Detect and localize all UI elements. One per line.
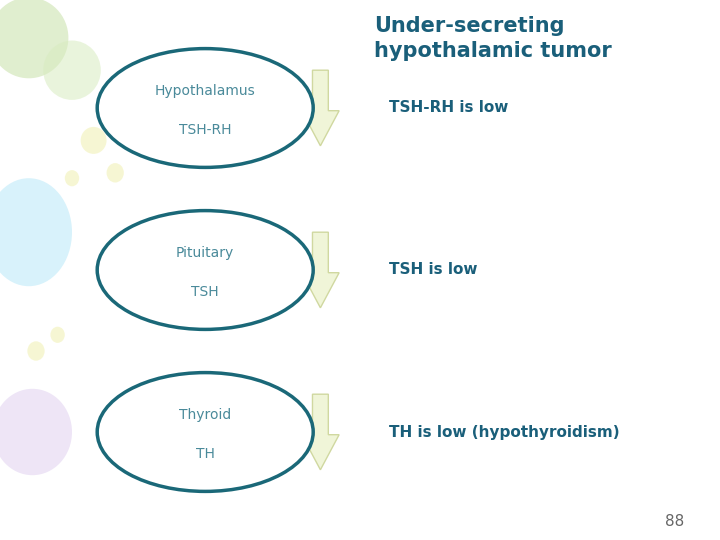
Ellipse shape xyxy=(43,40,101,100)
Ellipse shape xyxy=(65,170,79,186)
Text: Under-secreting
hypothalamic tumor: Under-secreting hypothalamic tumor xyxy=(374,16,612,61)
Text: TSH-RH: TSH-RH xyxy=(179,123,231,137)
Ellipse shape xyxy=(97,211,313,329)
Text: TH is low (hypothyroidism): TH is low (hypothyroidism) xyxy=(389,424,619,440)
Ellipse shape xyxy=(0,389,72,475)
Text: Pituitary: Pituitary xyxy=(176,246,234,260)
Polygon shape xyxy=(302,232,339,308)
Ellipse shape xyxy=(107,163,124,183)
Text: Hypothalamus: Hypothalamus xyxy=(155,84,256,98)
Ellipse shape xyxy=(97,49,313,167)
Text: TSH is low: TSH is low xyxy=(389,262,477,278)
Ellipse shape xyxy=(0,0,68,78)
Ellipse shape xyxy=(81,127,107,154)
Text: TSH-RH is low: TSH-RH is low xyxy=(389,100,508,116)
Text: 88: 88 xyxy=(665,514,684,529)
Ellipse shape xyxy=(97,373,313,491)
Text: Thyroid: Thyroid xyxy=(179,408,231,422)
Ellipse shape xyxy=(50,327,65,343)
Text: TH: TH xyxy=(196,447,215,461)
Polygon shape xyxy=(302,394,339,470)
Ellipse shape xyxy=(0,178,72,286)
Polygon shape xyxy=(302,70,339,146)
Ellipse shape xyxy=(27,341,45,361)
Text: TSH: TSH xyxy=(192,285,219,299)
